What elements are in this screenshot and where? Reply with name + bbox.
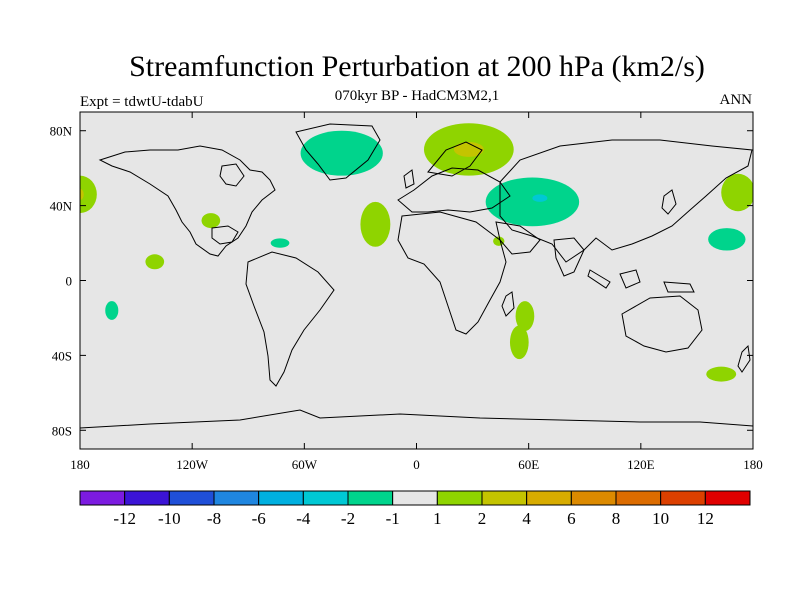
coast-arabia bbox=[495, 221, 541, 255]
period-model-label: 070kyr BP - HadCM3M2,1 bbox=[334, 88, 500, 104]
colorbar-label: 8 bbox=[612, 509, 621, 528]
anomaly-scandinavia-core-positive bbox=[453, 141, 484, 157]
lat-tick-label: 40S bbox=[52, 348, 72, 363]
anomaly-layer bbox=[80, 123, 753, 382]
anomaly-atlantic-positive bbox=[360, 201, 391, 247]
anomaly-central-asia-negative bbox=[485, 177, 580, 227]
colorbar-label: 10 bbox=[652, 509, 669, 528]
lon-tick-label: 60E bbox=[518, 457, 539, 472]
lat-tick-label: 80N bbox=[50, 124, 73, 139]
colorbar-swatch bbox=[436, 490, 483, 506]
coast-sumatra bbox=[587, 269, 611, 289]
lon-tick-label: 120W bbox=[176, 457, 209, 472]
axis-ticks: 180 120W 60W 0 60E 120E 180 80N 40N 0 40S 80S bbox=[50, 112, 763, 472]
colorbar-label: -6 bbox=[252, 509, 266, 528]
lat-tick-label: 40N bbox=[50, 199, 73, 214]
coast-antarctica bbox=[80, 409, 753, 429]
coast-japan bbox=[661, 189, 677, 215]
colorbar-swatch bbox=[481, 490, 528, 506]
lat-tick-label: 80S bbox=[52, 423, 72, 438]
colorbar-swatch bbox=[570, 490, 617, 506]
colorbar-swatch bbox=[526, 490, 572, 506]
coast-new-guinea bbox=[663, 281, 695, 293]
coast-borneo bbox=[619, 269, 641, 289]
anomaly-dateline-west-positive bbox=[80, 175, 97, 214]
coast-north-america bbox=[98, 145, 276, 257]
colorbar-label: -1 bbox=[386, 509, 400, 528]
lat-tick-label: 0 bbox=[66, 274, 73, 289]
coast-asia bbox=[499, 139, 753, 263]
lon-tick-label: 120E bbox=[627, 457, 655, 472]
colorbar-swatch bbox=[168, 490, 215, 506]
colorbar-swatch bbox=[213, 490, 260, 506]
anomaly-arabia-positive bbox=[493, 236, 505, 246]
anomaly-south-pacific-negative bbox=[105, 301, 119, 320]
colorbar-label: 4 bbox=[522, 509, 531, 528]
colorbar-swatch bbox=[347, 490, 394, 506]
colorbar-label: 1 bbox=[433, 509, 442, 528]
colorbar: -12 -10 -8 -6 -4 -2 -1 1 2 4 6 8 10 12 bbox=[79, 490, 751, 528]
coast-madagascar bbox=[501, 291, 515, 317]
colorbar-swatch bbox=[660, 490, 706, 506]
coastline-layer bbox=[80, 123, 753, 429]
coast-australia bbox=[621, 295, 703, 353]
lon-tick-label: 0 bbox=[413, 457, 420, 472]
colorbar-swatch bbox=[392, 490, 438, 506]
coast-india bbox=[553, 237, 585, 277]
coast-africa bbox=[397, 211, 507, 335]
coast-new-zealand bbox=[737, 344, 751, 373]
lon-tick-label: 180 bbox=[743, 457, 763, 472]
colorbar-label: -2 bbox=[341, 509, 355, 528]
anomaly-dateline-west-core bbox=[80, 188, 84, 200]
colorbar-swatch bbox=[124, 490, 170, 506]
anomaly-west-pacific-negative bbox=[708, 228, 746, 251]
anomaly-tasman-positive bbox=[706, 366, 737, 382]
anomaly-caribbean-negative bbox=[270, 238, 290, 248]
coast-south-america bbox=[245, 251, 335, 387]
colorbar-label: -8 bbox=[207, 509, 221, 528]
coast-gulf-mexico bbox=[211, 225, 239, 245]
coast-greenland bbox=[295, 123, 381, 181]
colorbar-label: -12 bbox=[113, 509, 136, 528]
colorbar-swatch bbox=[615, 490, 662, 506]
season-label: ANN bbox=[719, 92, 753, 108]
coast-britain bbox=[403, 169, 415, 189]
anomaly-gulf-mexico-positive bbox=[201, 213, 221, 229]
colorbar-swatch bbox=[302, 490, 349, 506]
anomaly-north-atlantic-arctic-negative bbox=[300, 130, 383, 176]
lon-tick-label: 60W bbox=[292, 457, 318, 472]
colorbar-label: -4 bbox=[296, 509, 311, 528]
colorbar-label: -10 bbox=[158, 509, 181, 528]
coast-europe bbox=[397, 167, 511, 213]
colorbar-label: 6 bbox=[567, 509, 576, 528]
anomaly-indian-ocean-south-positive bbox=[509, 325, 529, 360]
map-title: Streamfunction Perturbation at 200 hPa (… bbox=[129, 50, 705, 83]
colorbar-swatch bbox=[704, 490, 751, 506]
coast-hudson-bay bbox=[219, 163, 245, 187]
colorbar-label: 2 bbox=[478, 509, 487, 528]
anomaly-indian-ocean-north-positive bbox=[515, 301, 535, 332]
anomaly-central-asia-core-negative bbox=[532, 194, 548, 202]
colorbar-label: 12 bbox=[697, 509, 714, 528]
map-background bbox=[80, 112, 753, 449]
anomaly-tropical-pacific-positive bbox=[145, 254, 165, 270]
lon-tick-label: 180 bbox=[70, 457, 90, 472]
colorbar-swatch bbox=[258, 490, 304, 506]
coast-scandinavia bbox=[427, 141, 483, 177]
anomaly-north-pacific-positive bbox=[721, 173, 753, 212]
experiment-label: Expt = tdwtU-tdabU bbox=[80, 94, 204, 110]
colorbar-swatch bbox=[79, 490, 126, 506]
